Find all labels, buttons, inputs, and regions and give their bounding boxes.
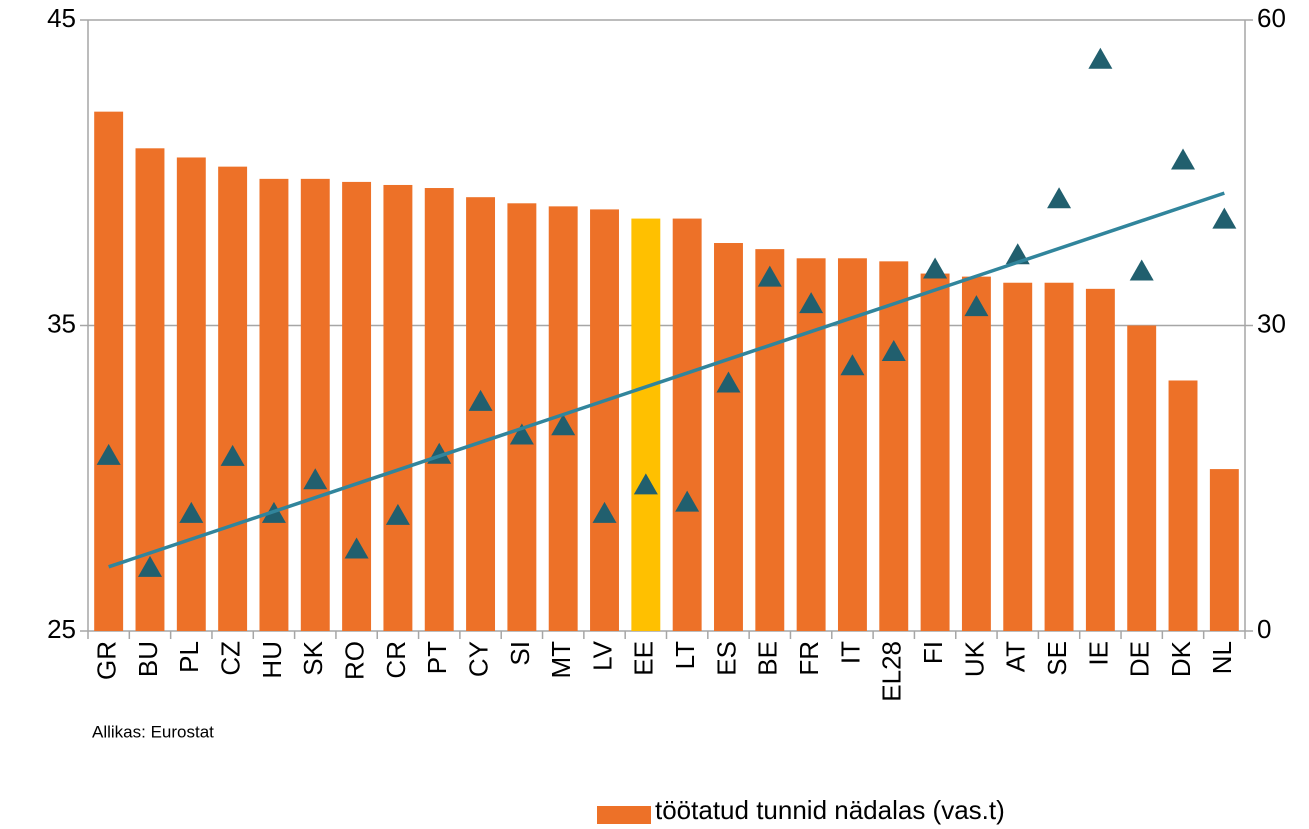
triangle-marker bbox=[1129, 259, 1154, 281]
y2-tick-label: 0 bbox=[1257, 614, 1271, 644]
x-tick-label: CR bbox=[381, 641, 411, 679]
triangle-marker bbox=[757, 265, 782, 287]
bar bbox=[507, 203, 537, 632]
triangle-marker bbox=[881, 339, 906, 361]
triangle-marker bbox=[592, 501, 617, 523]
triangle-marker bbox=[1047, 187, 1072, 209]
y-tick-label: 45 bbox=[47, 3, 76, 33]
trend-line bbox=[108, 191, 1225, 569]
x-tick-label: EL28 bbox=[877, 641, 907, 702]
bar bbox=[590, 209, 619, 631]
x-tick-label: CY bbox=[463, 641, 493, 677]
bar bbox=[961, 276, 991, 631]
x-tick-label: FR bbox=[794, 641, 824, 676]
x-tick-label: SK bbox=[298, 640, 328, 675]
bar bbox=[755, 249, 785, 631]
x-tick-label: PT bbox=[422, 641, 452, 674]
triangle-marker bbox=[675, 490, 700, 512]
x-tick-label: DK bbox=[1166, 640, 1196, 677]
triangle-marker bbox=[385, 503, 410, 525]
bar bbox=[1127, 325, 1157, 631]
triangle-marker bbox=[303, 468, 328, 490]
x-tick-label: ES bbox=[711, 641, 741, 676]
bar bbox=[879, 261, 909, 631]
bar bbox=[466, 197, 496, 631]
triangle-marker bbox=[716, 371, 741, 393]
x-tick-label: DE bbox=[1125, 641, 1155, 677]
triangle-marker bbox=[923, 257, 948, 279]
x-tick-label: IT bbox=[835, 641, 865, 664]
triangle-marker bbox=[344, 537, 369, 559]
bar bbox=[796, 258, 826, 631]
x-tick-label: LT bbox=[670, 641, 700, 670]
x-tick-label: PL bbox=[174, 641, 204, 673]
triangle-marker bbox=[799, 292, 824, 314]
x-tick-label: SE bbox=[1042, 641, 1072, 676]
x-tick-label: FI bbox=[918, 641, 948, 664]
legend-label: töötatud tunnid nädalas (vas.t) bbox=[655, 795, 1005, 825]
bar bbox=[1209, 469, 1239, 631]
x-tick-label: BU bbox=[133, 641, 163, 677]
bar bbox=[1168, 380, 1198, 631]
triangle-marker bbox=[964, 295, 989, 317]
source-note: Allikas: Eurostat bbox=[92, 722, 214, 741]
triangle-marker bbox=[179, 501, 204, 523]
y2-tick-label: 60 bbox=[1257, 3, 1286, 33]
bar bbox=[1003, 282, 1033, 631]
bar bbox=[424, 188, 454, 631]
triangle-marker bbox=[840, 354, 865, 376]
bar bbox=[342, 181, 372, 632]
legend-swatch bbox=[597, 806, 651, 824]
triangle-marker bbox=[509, 423, 534, 445]
x-tick-label: MT bbox=[546, 641, 576, 679]
triangle-marker bbox=[633, 473, 658, 495]
x-tick-label: HU bbox=[257, 641, 287, 679]
y-tick-label: 25 bbox=[47, 614, 76, 644]
bar bbox=[1085, 288, 1115, 631]
triangle-marker bbox=[137, 555, 162, 577]
x-tick-label: UK bbox=[959, 640, 989, 677]
x-tick-label: GR bbox=[92, 641, 122, 680]
x-tick-label: NL bbox=[1207, 641, 1237, 674]
x-tick-label: BE bbox=[753, 641, 783, 676]
bar bbox=[383, 184, 413, 631]
x-tick-label: LV bbox=[587, 640, 617, 671]
bar bbox=[94, 111, 124, 631]
x-tick-label: EE bbox=[629, 641, 659, 676]
triangle-marker bbox=[1171, 148, 1196, 170]
bar bbox=[300, 178, 330, 632]
y-tick-label: 35 bbox=[47, 308, 76, 338]
bar bbox=[1044, 282, 1074, 631]
triangle-marker bbox=[220, 444, 245, 466]
x-tick-label: IE bbox=[1083, 641, 1113, 666]
bar bbox=[218, 166, 248, 631]
x-tick-label: SI bbox=[505, 641, 535, 666]
triangle-marker bbox=[1088, 47, 1113, 69]
bar bbox=[714, 243, 743, 631]
triangle-marker bbox=[551, 414, 576, 436]
bar bbox=[631, 218, 661, 631]
bar bbox=[259, 178, 289, 632]
x-tick-label: CZ bbox=[216, 641, 246, 676]
bar bbox=[672, 218, 702, 631]
triangle-marker bbox=[1212, 207, 1237, 229]
bar bbox=[920, 273, 950, 631]
x-tick-label: RO bbox=[339, 641, 369, 680]
x-tick-label: AT bbox=[1001, 641, 1031, 672]
y2-tick-label: 30 bbox=[1257, 308, 1286, 338]
triangle-marker bbox=[468, 389, 493, 411]
bar bbox=[176, 157, 206, 631]
triangle-marker bbox=[96, 443, 121, 465]
